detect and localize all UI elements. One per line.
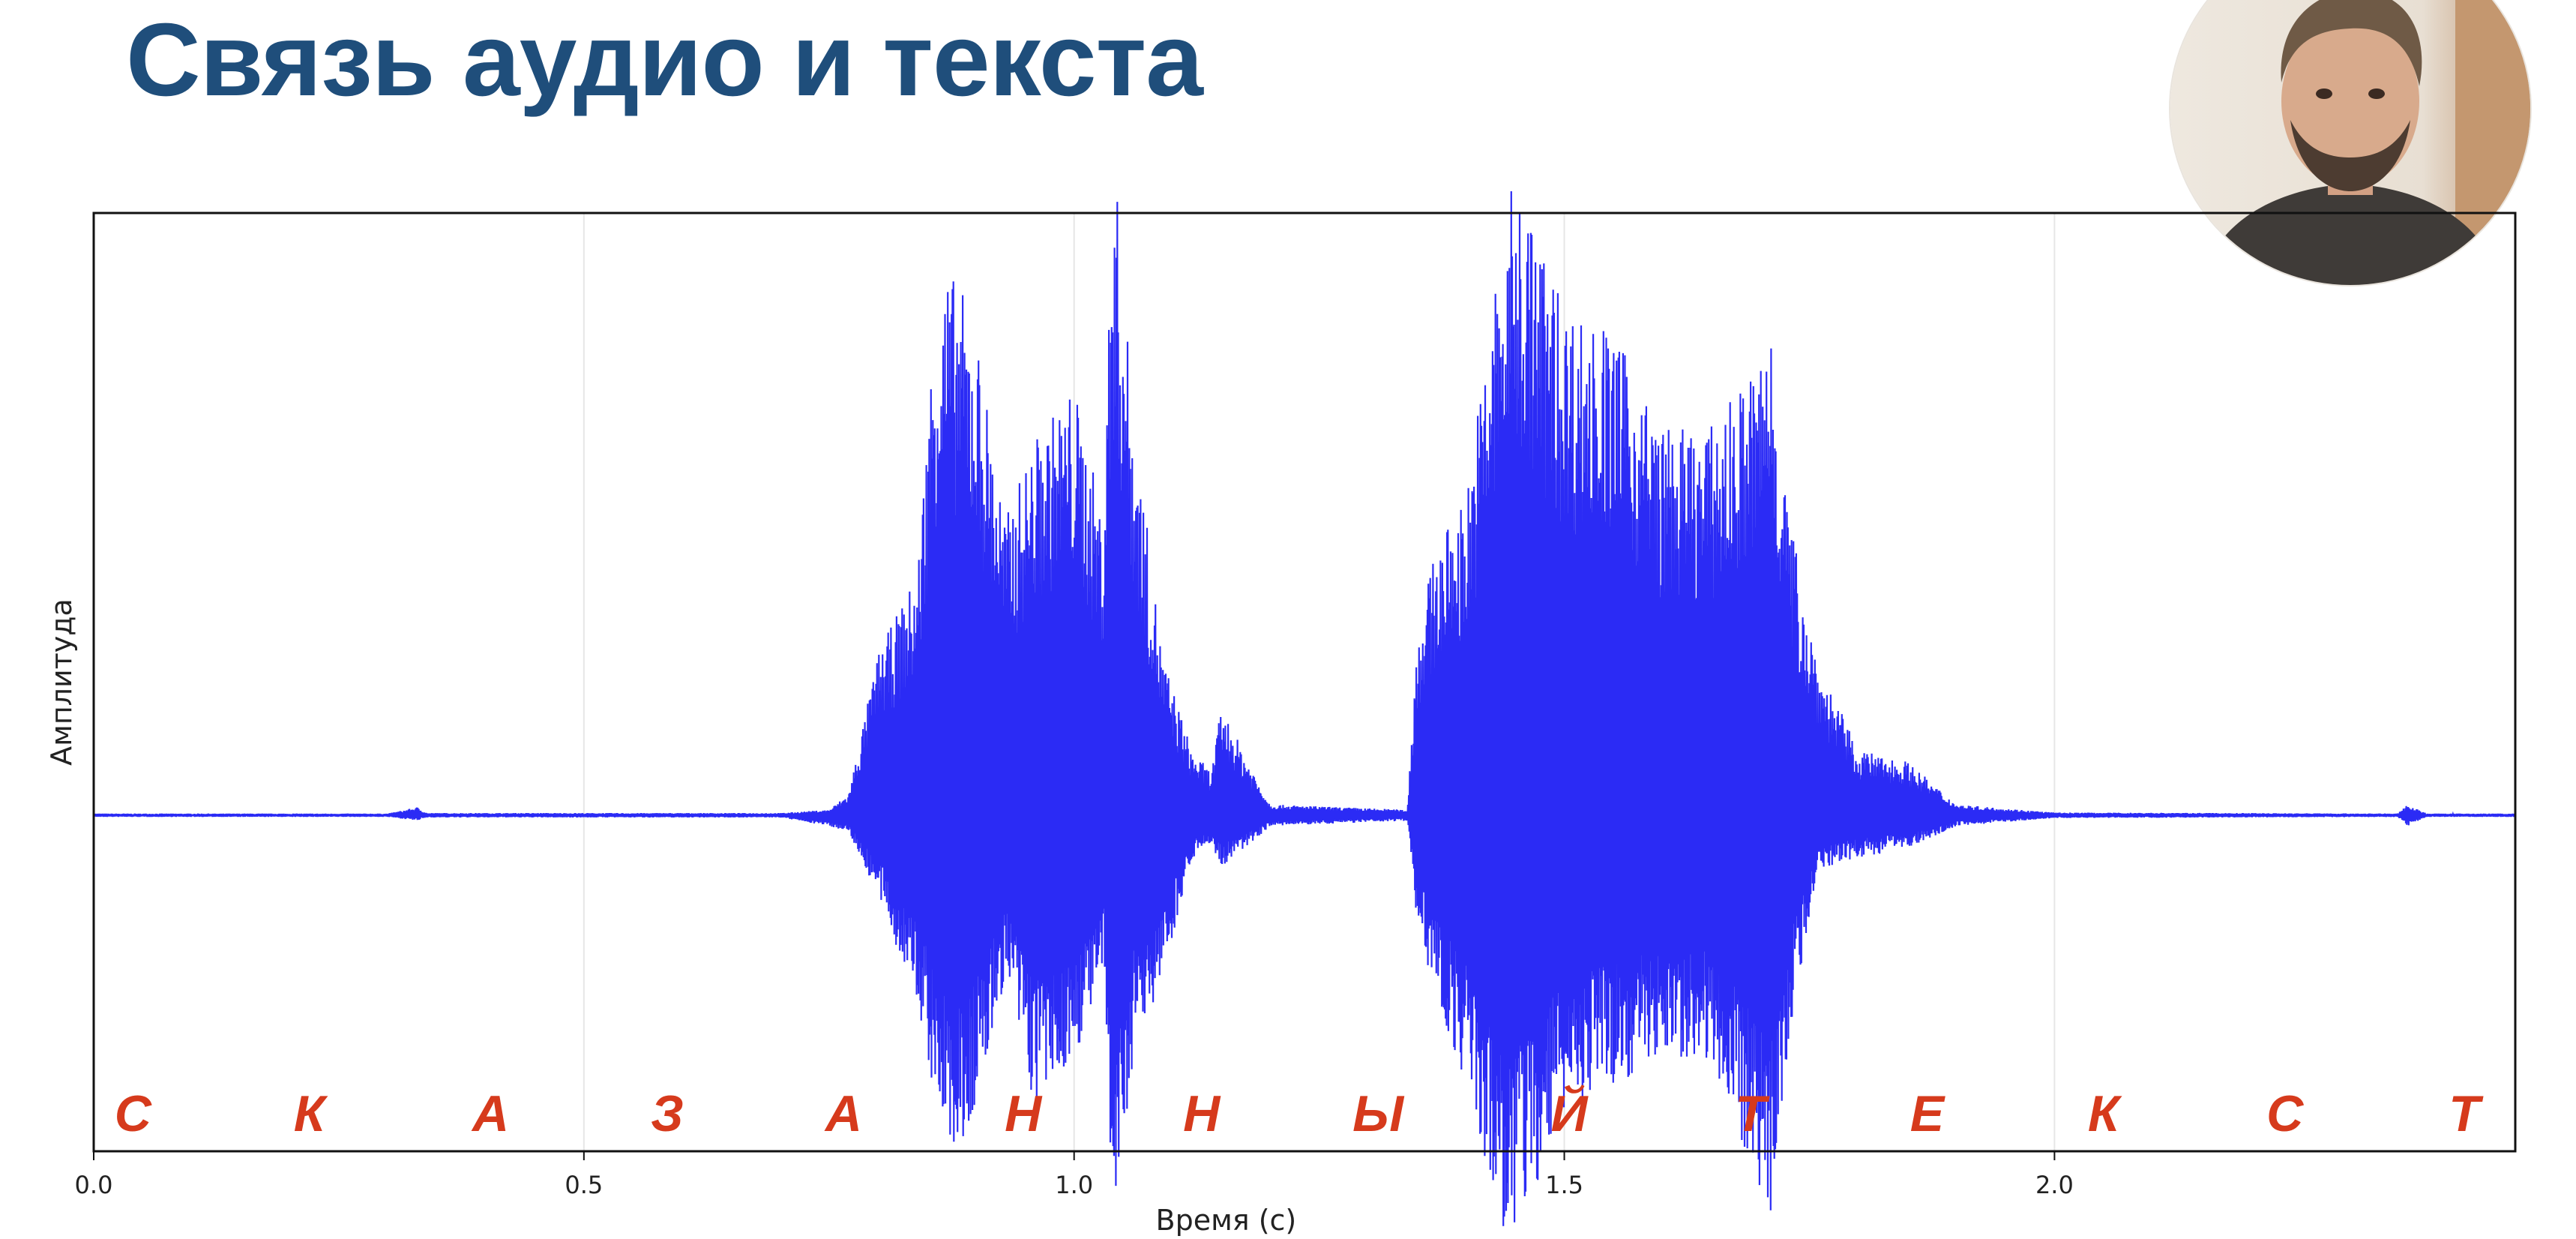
phoneme-letter: Е <box>1910 1085 1946 1142</box>
waveform-series <box>92 190 2517 1226</box>
phoneme-letter: К <box>2088 1085 2122 1142</box>
phoneme-letter: А <box>824 1085 862 1142</box>
phoneme-letter: К <box>294 1085 328 1142</box>
presenter-webcam <box>2170 0 2530 285</box>
x-tick-label: 0.0 <box>75 1171 113 1199</box>
phoneme-letter: С <box>115 1085 152 1142</box>
presenter-avatar-icon <box>2170 0 2530 285</box>
slide-title: Связь аудио и текста <box>126 2 1203 118</box>
y-axis-label: Амплитуда <box>45 598 78 766</box>
waveform-line <box>92 190 2517 1226</box>
x-tick-label: 0.5 <box>565 1171 603 1199</box>
x-axis-label: Время (с) <box>1156 1204 1297 1237</box>
x-axis-ticks: 0.0 0.5 1.0 1.5 2.0 <box>75 1151 2074 1199</box>
phoneme-letter: А <box>471 1085 509 1142</box>
plot-frame <box>92 212 2517 1153</box>
phoneme-letter: Т <box>1735 1085 1770 1142</box>
x-tick-label: 1.0 <box>1055 1171 1093 1199</box>
phoneme-letter: Й <box>1551 1084 1589 1142</box>
phoneme-letter: Т <box>2449 1085 2484 1142</box>
phoneme-letter: Ы <box>1352 1085 1405 1142</box>
x-tick-label: 1.5 <box>1545 1171 1583 1199</box>
x-tick-label: 2.0 <box>2035 1171 2074 1199</box>
phoneme-letter: С <box>2266 1085 2304 1142</box>
phoneme-letter: З <box>651 1085 684 1142</box>
phoneme-letter: Н <box>1183 1085 1221 1142</box>
phoneme-letter: Н <box>1005 1085 1043 1142</box>
